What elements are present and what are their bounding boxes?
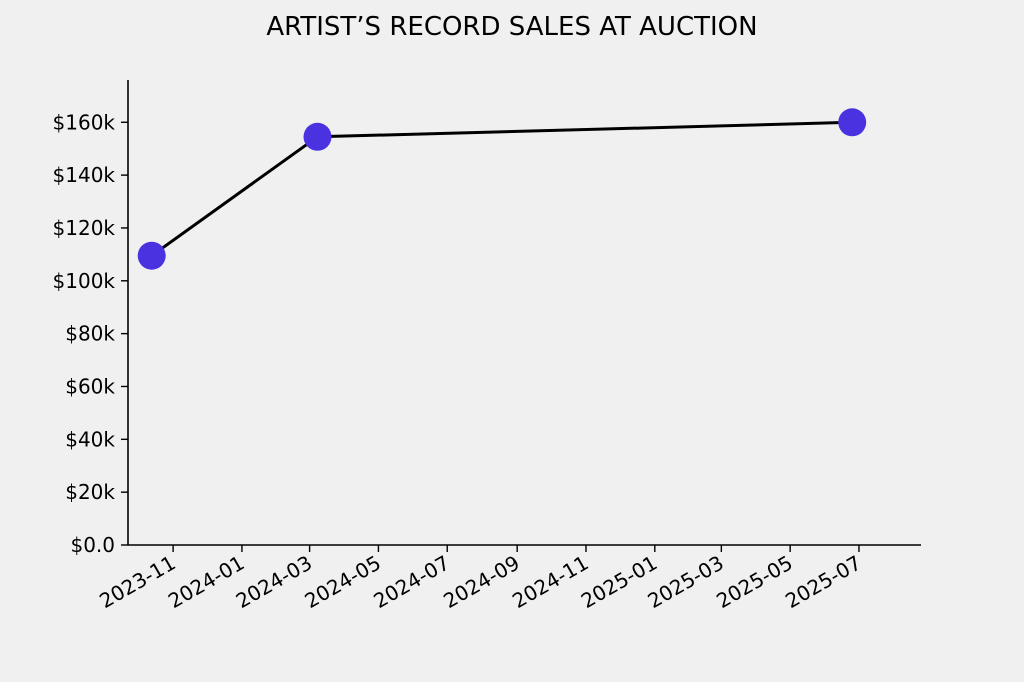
data-point <box>137 241 166 270</box>
y-tick-label: $100k <box>53 269 116 293</box>
y-tick-label: $140k <box>53 163 116 187</box>
y-tick-label: $120k <box>53 216 116 240</box>
chart-title: ARTIST’S RECORD SALES AT AUCTION <box>266 12 757 42</box>
series-layer <box>137 108 867 270</box>
y-tick-label: $20k <box>65 480 115 504</box>
y-tick-label: $160k <box>53 110 116 134</box>
y-tick-label: $80k <box>65 322 115 346</box>
data-point <box>303 122 332 151</box>
y-tick-label: $60k <box>65 374 115 398</box>
data-point <box>838 108 867 137</box>
y-tick-label: $0.0 <box>70 533 115 557</box>
y-tick-label: $40k <box>65 427 115 451</box>
